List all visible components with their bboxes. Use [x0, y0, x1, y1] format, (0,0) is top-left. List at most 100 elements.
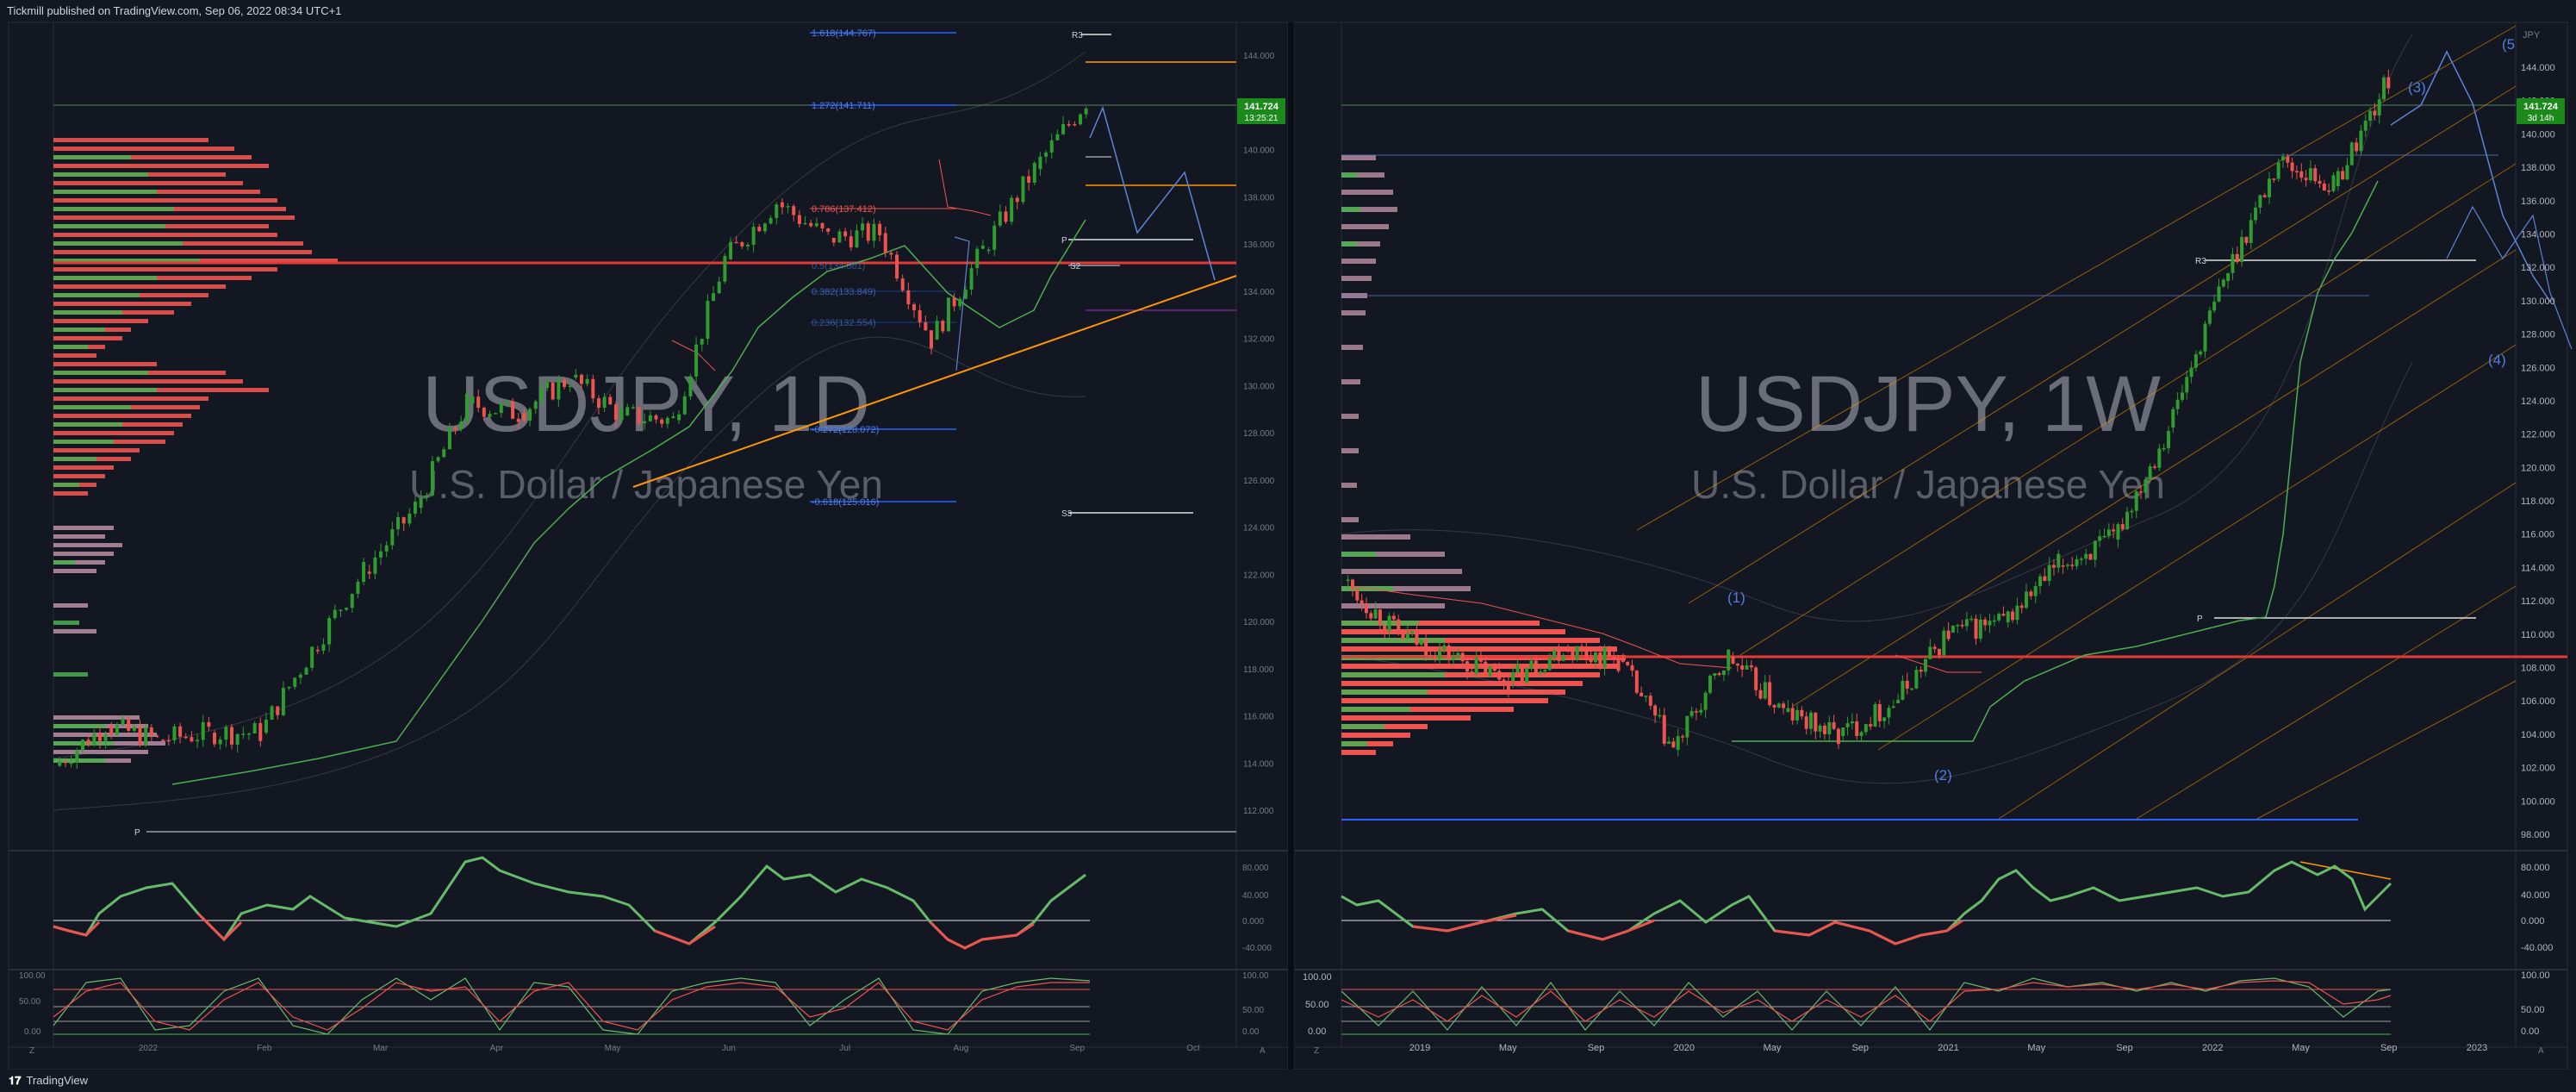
candle-body: [86, 739, 90, 746]
time-tick: May: [1764, 1043, 1782, 1053]
candle-body: [1713, 673, 1717, 677]
candle-body: [1845, 723, 1850, 727]
candle-body: [1721, 670, 1726, 676]
rsi-tick: 0.000: [2521, 916, 2545, 927]
candle-body: [1859, 732, 1864, 736]
candle-body: [390, 529, 395, 546]
candle-body: [304, 667, 308, 675]
candle-body: [149, 727, 153, 736]
candle-body: [895, 254, 899, 279]
candle-body: [2258, 195, 2262, 208]
candle-body: [1584, 648, 1589, 658]
candle-body: [1790, 708, 1795, 721]
wave-label-3: (3): [2408, 79, 2426, 96]
candle-body: [2221, 279, 2225, 287]
candle-body: [849, 236, 853, 248]
candle-body: [596, 398, 600, 409]
candle-body: [613, 404, 618, 421]
candle-body: [671, 415, 675, 418]
candle-body: [298, 674, 302, 678]
candle-body: [1452, 657, 1456, 660]
right-time-axis[interactable]: 2019 May Sep 2020 May Sep 2021 May Sep 2022 May Sep…: [1409, 1043, 2487, 1053]
tradingview-logo[interactable]: 𝟏𝟕 TradingView: [9, 1070, 88, 1092]
candle-body: [103, 734, 108, 741]
candle-body: [1447, 645, 1451, 660]
candle-body: [837, 231, 842, 243]
time-tick: 2019: [1409, 1043, 1430, 1053]
right-watermark-name: U.S. Dollar / Japanese Yen: [1691, 462, 2165, 507]
candle-body: [1424, 640, 1428, 656]
brand-name: TradingView: [26, 1074, 89, 1087]
candle-body: [1708, 676, 1712, 693]
candle-body: [2139, 491, 2144, 493]
footer-bar: 𝟏𝟕 TradingView: [0, 1070, 2576, 1092]
left-drawings: [53, 32, 1237, 833]
time-tick: Aug: [954, 1044, 969, 1053]
candle-body: [861, 223, 865, 231]
pivot-r3-label: R3: [2195, 257, 2206, 266]
candle-body: [826, 228, 831, 232]
candle-body: [327, 618, 332, 645]
candle-body: [1525, 668, 1529, 683]
candle-body: [2290, 162, 2294, 172]
candle-body: [1547, 658, 1552, 671]
candle-body: [2327, 190, 2331, 192]
price-tick: 112.000: [2521, 596, 2554, 607]
candle-body: [780, 202, 784, 208]
left-time-axis[interactable]: 2022 Feb Mar Apr May Jun Jul Aug Sep Oct: [139, 1044, 1200, 1053]
candle-body: [906, 290, 911, 305]
candle-body: [2061, 565, 2065, 567]
candle-body: [281, 688, 285, 715]
candle-body: [2203, 323, 2207, 352]
right-a-button[interactable]: A: [2538, 1046, 2544, 1056]
left-z-button[interactable]: Z: [29, 1046, 34, 1056]
candle-body: [367, 571, 371, 574]
candle-body: [2098, 536, 2102, 541]
candle-body: [2065, 565, 2069, 566]
left-a-button[interactable]: A: [1260, 1046, 1266, 1056]
candle-body: [866, 223, 870, 241]
candle-body: [1552, 650, 1557, 658]
candle-body: [1754, 667, 1758, 690]
candle-body: [2345, 165, 2349, 180]
candle-body: [2112, 529, 2116, 532]
candle-body: [619, 409, 624, 421]
candle-body: [2171, 409, 2175, 427]
right-z-button[interactable]: Z: [1314, 1046, 1319, 1056]
candle-body: [1681, 736, 1685, 738]
price-tick: 100.000: [2521, 796, 2555, 807]
candle-body: [1360, 600, 1364, 604]
right-price-axis[interactable]: 144.000142.000140.000138.000136.000134.0…: [2521, 63, 2555, 840]
candle-body: [1689, 711, 1694, 716]
candle-body: [1776, 703, 1781, 708]
candle-body: [1905, 680, 1909, 690]
time-tick: 2023: [2467, 1043, 2487, 1053]
candle-body: [1442, 645, 1447, 651]
left-candles: [58, 106, 1088, 770]
candle-body: [1951, 626, 1955, 633]
candle-body: [453, 427, 457, 430]
candle-body: [1428, 655, 1433, 658]
candle-body: [1634, 671, 1639, 693]
candle-body: [775, 204, 779, 218]
price-tick: 114.000: [2521, 563, 2554, 573]
candle-body: [218, 739, 222, 745]
candle-body: [396, 517, 401, 530]
candle-body: [350, 593, 354, 608]
chart-canvas[interactable]: USDJPY, 1D U.S. Dollar / Japanese Yen US…: [0, 0, 2576, 1070]
price-tick: 98.000: [2521, 830, 2550, 840]
candle-body: [734, 241, 738, 244]
candle-body: [1735, 664, 1739, 666]
right-rsi-axis: 80.000 40.000 0.000 -40.000: [2521, 863, 2553, 953]
candle-body: [941, 321, 945, 332]
candle-body: [2025, 591, 2029, 608]
candle-body: [2226, 272, 2231, 281]
right-price-label: 141.724: [2523, 102, 2559, 112]
candle-body: [602, 396, 607, 409]
candle-body: [58, 761, 62, 766]
candle-body: [1369, 613, 1373, 619]
candle-body: [1055, 134, 1060, 140]
left-price-axis[interactable]: 144.000142.000140.000138.000136.000134.0…: [1243, 52, 1275, 816]
candle-body: [1694, 711, 1698, 713]
stoch-tick: 50.00: [2521, 1005, 2545, 1015]
